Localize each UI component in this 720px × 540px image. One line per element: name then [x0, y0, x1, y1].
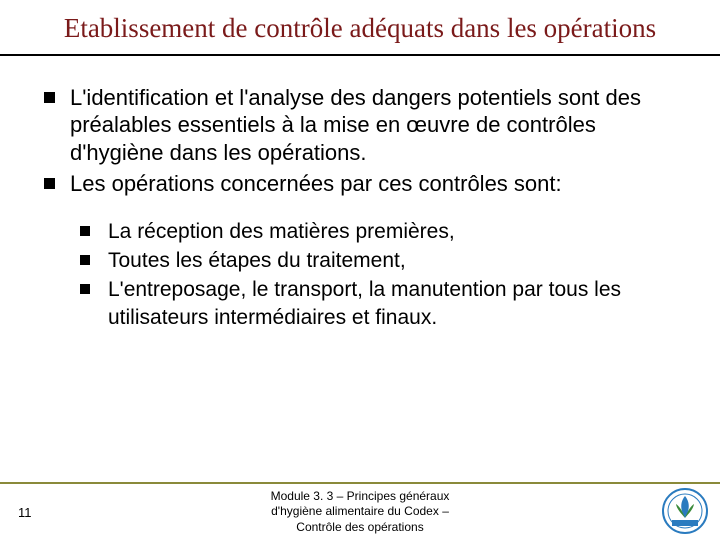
slide-number: 11	[18, 505, 32, 520]
title-area: Etablissement de contrôle adéquats dans …	[0, 0, 720, 56]
sub-bullet-item: La réception des matières premières,	[80, 218, 680, 245]
footer-line: Contrôle des opérations	[296, 520, 423, 534]
sub-bullet-item: L'entreposage, le transport, la manutent…	[80, 276, 680, 331]
sub-bullet-list: La réception des matières premières, Tou…	[80, 218, 680, 331]
footer-text: Module 3. 3 – Principes généraux d'hygiè…	[0, 489, 720, 536]
bullet-item: L'identification et l'analyse des danger…	[40, 84, 680, 167]
main-bullet-list: L'identification et l'analyse des danger…	[40, 84, 680, 198]
footer-line: d'hygiène alimentaire du Codex –	[271, 504, 449, 518]
slide-title: Etablissement de contrôle adéquats dans …	[40, 12, 680, 46]
footer-line: Module 3. 3 – Principes généraux	[271, 489, 450, 503]
sub-bullet-item: Toutes les étapes du traitement,	[80, 247, 680, 274]
footer: 11 Module 3. 3 – Principes généraux d'hy…	[0, 482, 720, 540]
fao-logo-icon	[662, 488, 708, 534]
bullet-item: Les opérations concernées par ces contrô…	[40, 170, 680, 198]
body-area: L'identification et l'analyse des danger…	[0, 56, 720, 331]
